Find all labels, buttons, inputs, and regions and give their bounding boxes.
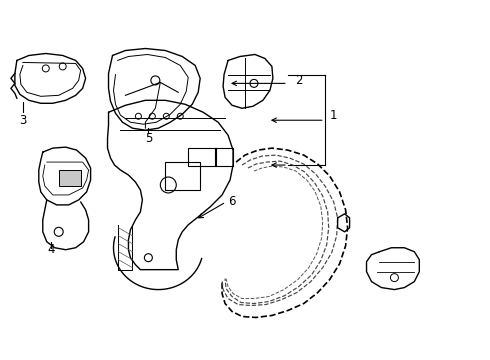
- Text: 5: 5: [145, 132, 152, 145]
- Text: 2: 2: [295, 74, 302, 87]
- Bar: [165, 162, 200, 190]
- Text: 4: 4: [47, 243, 54, 256]
- Bar: [215, 148, 233, 166]
- Text: 1: 1: [330, 109, 337, 122]
- Text: 6: 6: [228, 195, 236, 208]
- Bar: [188, 148, 216, 166]
- Bar: [59, 170, 81, 186]
- Text: 3: 3: [19, 114, 26, 127]
